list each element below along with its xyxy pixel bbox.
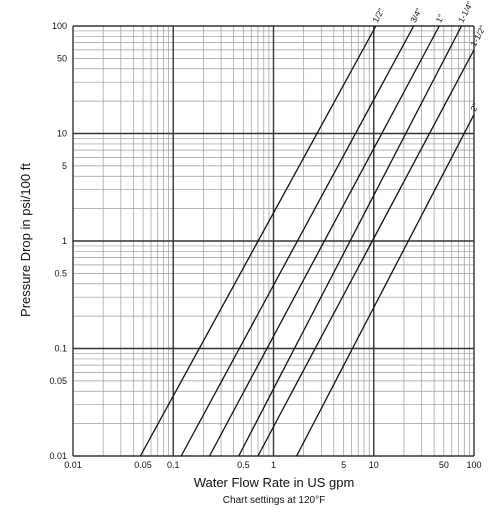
series-lines: 1/2" 3/4" 1" 1-1/4"1-1/2" 2" — [139, 0, 488, 457]
y-tick-label: 10 — [57, 129, 67, 139]
series-line — [180, 25, 415, 457]
x-tick-label: 50 — [439, 460, 449, 470]
y-tick-label: 100 — [52, 21, 67, 31]
x-tick-label: 10 — [369, 460, 379, 470]
y-tick-label: 0.01 — [49, 451, 67, 461]
y-tick-label: 0.1 — [54, 344, 67, 354]
x-tick-label: 1 — [271, 460, 276, 470]
x-tick-label: 0.5 — [237, 460, 250, 470]
x-tick-label: 0.1 — [167, 460, 180, 470]
x-tick-label: 0.01 — [64, 460, 82, 470]
series-label: 1-1/4" — [456, 0, 475, 24]
x-tick-label: 100 — [466, 460, 481, 470]
y-tick-label: 5 — [62, 161, 67, 171]
grid — [72, 25, 475, 457]
y-tick-label: 1 — [62, 236, 67, 246]
y-axis-title: Pressure Drop in psi/100 ft — [18, 163, 33, 317]
y-tick-label: 50 — [57, 53, 67, 63]
series-line — [257, 49, 475, 457]
chart-subtitle: Chart settings at 120°F — [223, 495, 325, 506]
axis-tick-labels: 100 50 10 5 1 0.5 0.1 0.05 0.010.01 0.05 0.1 0.5 1 5 1… — [49, 21, 481, 470]
series-label: 2" — [468, 101, 480, 112]
series-label: 1" — [434, 13, 446, 25]
y-tick-label: 0.05 — [49, 376, 67, 386]
y-tick-label: 0.5 — [54, 268, 67, 278]
x-tick-label: 0.05 — [134, 460, 152, 470]
series-line — [238, 25, 463, 457]
series-label: 1-1/2" — [468, 24, 487, 48]
series-line — [139, 25, 377, 457]
series-line — [208, 25, 440, 457]
series-line — [296, 114, 475, 457]
x-tick-label: 5 — [341, 460, 346, 470]
series-label: 3/4" — [408, 6, 424, 24]
x-axis-title: Water Flow Rate in US gpm — [194, 475, 355, 490]
series-label: 1/2" — [370, 7, 386, 25]
